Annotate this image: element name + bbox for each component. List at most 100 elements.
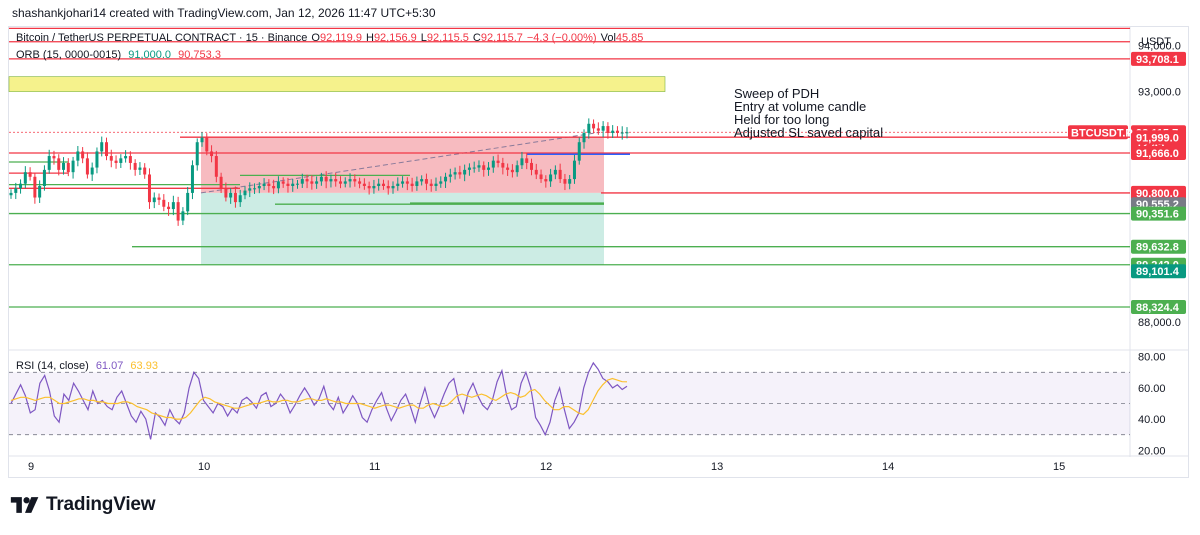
candle-body: [358, 181, 362, 184]
candle-body: [563, 179, 567, 184]
candle-body: [57, 158, 61, 170]
candle-body: [52, 156, 56, 159]
orb-name: ORB (15, 0000-0015): [16, 49, 122, 61]
time-tick-label: 13: [711, 461, 723, 473]
volume-value: 45.85: [615, 32, 644, 44]
candle-body: [262, 183, 266, 186]
time-tick-label: 11: [369, 461, 380, 473]
candle-body: [391, 186, 395, 189]
candle-body: [300, 179, 304, 184]
candle-body: [429, 183, 433, 186]
candle-body: [296, 183, 300, 185]
candle-body: [415, 181, 419, 186]
candle-body: [305, 179, 309, 182]
candle-body: [267, 183, 271, 186]
rsi-name: RSI (14, close): [16, 360, 89, 372]
annotation-line: Adjusted SL saved capital: [734, 125, 883, 140]
candle-body: [147, 174, 151, 203]
candle-body: [338, 181, 342, 184]
take-profit-zone: [201, 192, 604, 265]
price-tick-label: 93,000.0: [1138, 87, 1181, 99]
candle-body: [205, 137, 209, 152]
price-label-pill: [1131, 264, 1186, 279]
time-tick-label: 10: [198, 461, 210, 473]
candle-body: [114, 160, 118, 163]
candle-body: [66, 162, 70, 173]
candle-body: [439, 181, 443, 184]
candle-body: [620, 132, 624, 134]
candle-body: [587, 123, 591, 133]
price-label-text: 91,666.0: [1136, 148, 1179, 160]
candle-body: [286, 183, 290, 186]
candle-body: [410, 183, 414, 186]
candle-body: [601, 126, 605, 131]
candle-body: [362, 183, 366, 186]
price-label-pill: [1131, 130, 1186, 145]
currency-label[interactable]: USDT: [1141, 36, 1171, 48]
candle-body: [458, 172, 462, 175]
candle-body: [467, 167, 471, 170]
candle-body: [76, 151, 80, 161]
candle-body: [592, 123, 596, 129]
orb-high-value: 91,000.0: [128, 49, 172, 61]
candle-body: [501, 162, 505, 168]
candle-body: [14, 188, 18, 193]
candle-body: [315, 181, 319, 184]
price-label-pill: [1131, 300, 1186, 315]
brand[interactable]: TradingView: [10, 494, 156, 516]
candle-body: [625, 132, 629, 134]
high-value: 92,156.9: [373, 32, 417, 44]
rsi-tick-label: 40.00: [1138, 414, 1166, 426]
price-label-text: 89,101.4: [1136, 266, 1180, 278]
candle-body: [9, 192, 13, 196]
candle-body: [596, 128, 600, 131]
candle-body: [558, 169, 562, 180]
candle-body: [377, 183, 381, 186]
candle-body: [109, 156, 113, 161]
candle-body: [319, 176, 323, 182]
candle-body: [539, 174, 543, 180]
candle-body: [171, 202, 175, 210]
close-label: C: [472, 32, 481, 44]
candle-body: [138, 167, 142, 170]
candle-body: [186, 192, 190, 212]
candle-body: [491, 160, 495, 168]
candle-body: [233, 192, 237, 203]
rsi-legend: RSI (14, close) 61.07 63.93: [16, 360, 162, 372]
candle-body: [62, 162, 66, 170]
candle-body: [248, 188, 252, 191]
candle-body: [310, 181, 314, 184]
orb-low-value: 90,753.3: [178, 49, 221, 61]
candle-body: [329, 179, 333, 182]
candle-body: [23, 172, 27, 184]
candle-body: [152, 197, 156, 203]
candle-body: [176, 202, 180, 221]
candle-body: [525, 158, 529, 163]
rsi-tick-label: 60.00: [1138, 383, 1166, 395]
price-label-text: 88,324.4: [1136, 302, 1180, 314]
candle-body: [477, 165, 481, 168]
low-label: L: [420, 32, 427, 44]
candle-body: [401, 181, 405, 184]
candle-body: [224, 188, 228, 198]
candle-body: [396, 183, 400, 186]
candle-body: [143, 167, 147, 175]
candle-body: [157, 197, 161, 200]
candle-body: [81, 151, 85, 159]
chart-header: shashankjohari14 created with TradingVie…: [12, 6, 436, 20]
price-label-pill: [1131, 206, 1186, 221]
candle-body: [615, 130, 619, 133]
candle-body: [506, 167, 510, 170]
candle-body: [434, 183, 438, 186]
rsi-line: [10, 361, 628, 440]
candle-body: [520, 158, 524, 166]
candle-body: [606, 126, 610, 133]
candle-body: [95, 151, 99, 168]
symbol-legend: Bitcoin / TetherUS PERPETUAL CONTRACT · …: [16, 32, 647, 44]
candle-body: [463, 169, 467, 175]
candle-body: [195, 142, 199, 166]
candle-body: [568, 179, 572, 184]
annotation-line: Entry at volume candle: [734, 99, 866, 114]
candle-body: [381, 183, 385, 186]
